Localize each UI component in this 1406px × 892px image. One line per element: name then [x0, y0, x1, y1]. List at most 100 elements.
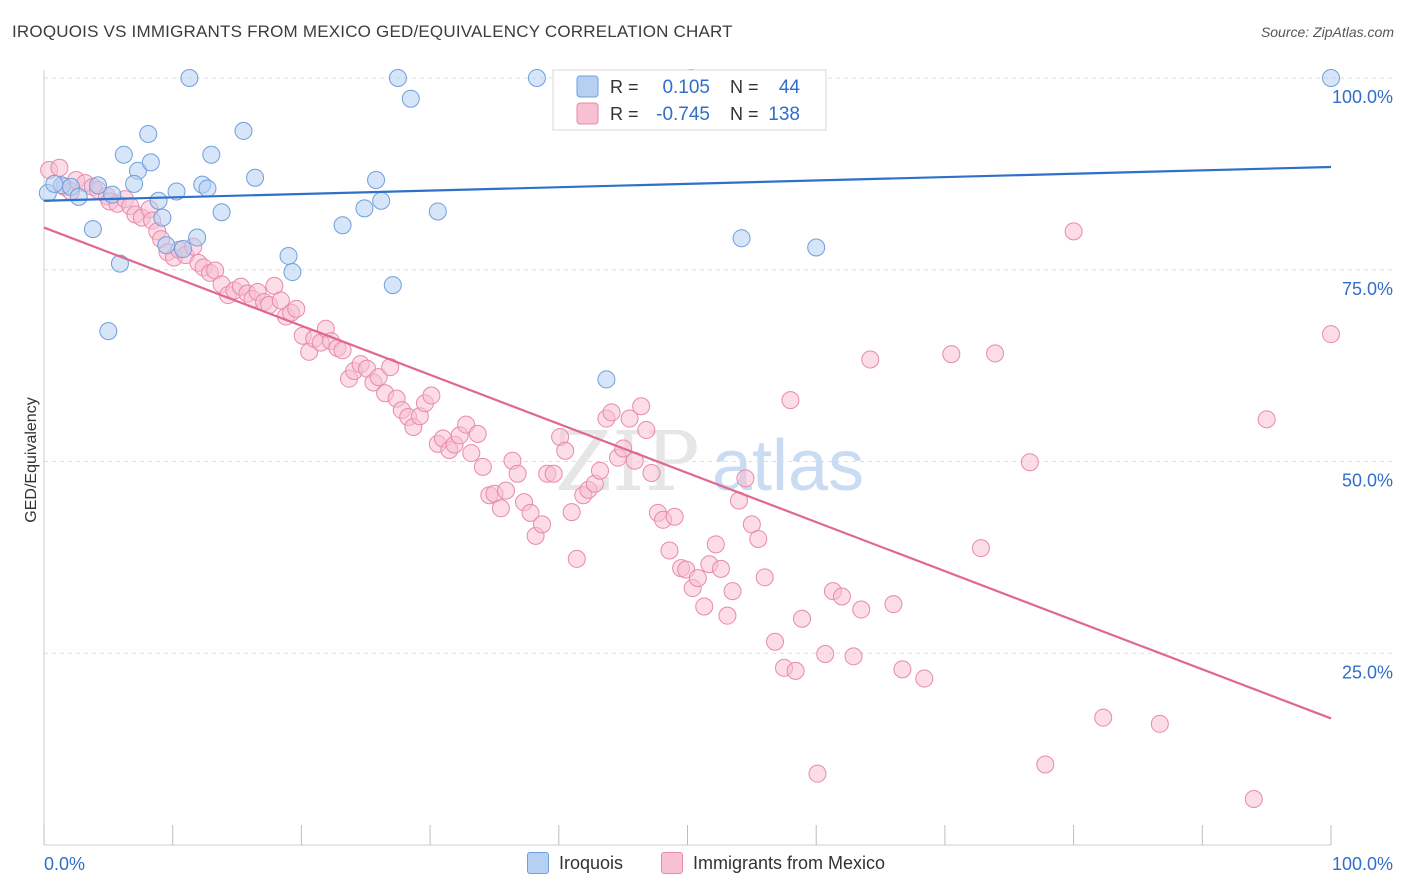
y-axis-label: GED/Equivalency — [23, 397, 40, 522]
mexico-point — [786, 661, 805, 680]
mexico-point — [562, 503, 581, 522]
iroquois-point — [355, 199, 374, 218]
mexico-point — [852, 600, 871, 619]
iroquois-point — [388, 69, 407, 87]
bottom-legend: Iroquois Immigrants from Mexico — [0, 852, 1406, 878]
iroquois-point — [732, 229, 751, 248]
iroquois-point — [153, 208, 172, 227]
mexico-trend-line — [43, 226, 1332, 720]
iroquois-point — [234, 121, 253, 140]
iroquois-point — [428, 202, 447, 221]
iroquois-point — [167, 182, 186, 201]
mexico-point — [473, 457, 492, 476]
mexico-point — [533, 515, 552, 534]
iroquois-point — [246, 168, 265, 187]
mexico-point — [632, 397, 651, 416]
mexico-point — [808, 764, 827, 783]
iroquois-point — [367, 171, 386, 190]
x-tick-label-min: 0.0% — [44, 854, 85, 874]
immigrants-from-mexico-points — [40, 158, 1340, 808]
mexico-point — [736, 469, 755, 488]
mexico-point — [642, 464, 661, 483]
iroquois-point — [103, 185, 122, 204]
iroquois-trend-line — [43, 165, 1332, 202]
iroquois-point — [188, 228, 207, 247]
mexico-point — [497, 481, 516, 500]
mexico-point — [660, 541, 679, 560]
mexico-point — [271, 291, 290, 310]
iroquois-point — [173, 240, 192, 259]
mexico-point — [1094, 708, 1113, 727]
legend-swatch-mexico — [576, 102, 599, 125]
y-tick-label: 25.0% — [1342, 662, 1393, 682]
mexico-point — [766, 632, 785, 651]
mexico-point — [1322, 325, 1340, 344]
mexico-point — [861, 350, 880, 369]
mexico-point — [688, 569, 707, 588]
mexico-point — [508, 464, 527, 483]
iroquois-point — [114, 145, 133, 164]
mexico-point — [665, 507, 684, 526]
iroquois-point — [180, 69, 199, 87]
mexico-point — [567, 549, 586, 568]
y-tick-label: 100.0% — [1332, 87, 1393, 107]
iroquois-point — [1322, 69, 1340, 87]
bottom-legend-label-iroquois: Iroquois — [559, 852, 624, 873]
iroquois-point — [198, 179, 217, 198]
mexico-point — [468, 424, 487, 443]
source-credit: Source: ZipAtlas.com — [1260, 24, 1394, 40]
x-axis-ticks — [43, 825, 1332, 845]
iroquois-point — [139, 124, 158, 143]
iroquois-point — [527, 69, 546, 87]
bottom-legend-swatch-iroquois — [527, 852, 549, 874]
mexico-point — [544, 464, 563, 483]
legend-r-label-1: R = — [610, 77, 639, 97]
legend-r-value-2: -0.745 — [656, 104, 710, 125]
mexico-point — [602, 403, 621, 422]
iroquois-point — [597, 370, 616, 389]
mexico-point — [521, 503, 540, 522]
y-tick-label: 50.0% — [1342, 471, 1393, 491]
iroquois-point — [141, 153, 160, 172]
mexico-point — [706, 535, 725, 554]
mexico-point — [915, 669, 934, 688]
iroquois-point — [202, 145, 221, 164]
mexico-point — [422, 386, 441, 405]
trend-lines — [43, 165, 1332, 720]
mexico-point — [1150, 714, 1169, 733]
mexico-point — [893, 660, 912, 679]
bottom-legend-swatch-mexico — [661, 852, 683, 874]
iroquois-point — [212, 203, 231, 222]
mexico-point — [711, 559, 730, 578]
mexico-point — [986, 344, 1005, 363]
legend-swatch-iroquois — [576, 75, 599, 98]
iroquois-point — [283, 263, 302, 282]
mexico-point — [556, 441, 575, 460]
bottom-legend-item-mexico: Immigrants from Mexico — [661, 852, 885, 874]
iroquois-point — [83, 220, 102, 239]
mexico-point — [971, 539, 990, 558]
legend-r-label-2: R = — [610, 104, 639, 124]
mexico-point — [50, 158, 69, 177]
mexico-point — [844, 647, 863, 666]
bottom-legend-item-iroquois: Iroquois — [527, 852, 623, 874]
iroquois-point — [149, 191, 168, 210]
mexico-point — [462, 444, 481, 463]
bottom-legend-label-mexico: Immigrants from Mexico — [693, 852, 886, 873]
mexico-point — [884, 595, 903, 614]
mexico-point — [723, 582, 742, 601]
mexico-point — [287, 299, 306, 318]
mexico-point — [695, 597, 714, 616]
mexico-point — [749, 529, 768, 548]
iroquois-point — [99, 322, 118, 341]
legend-n-label-2: N = — [730, 104, 759, 124]
x-tick-label-max: 100.0% — [1332, 854, 1393, 874]
iroquois-point — [383, 276, 402, 295]
y-tick-labels: 25.0% 50.0% 75.0% 100.0% — [1332, 87, 1393, 682]
mexico-point — [793, 609, 812, 628]
mexico-point — [369, 368, 388, 387]
mexico-point — [832, 587, 851, 606]
iroquois-point — [110, 254, 129, 273]
y-tick-label: 75.0% — [1342, 279, 1393, 299]
